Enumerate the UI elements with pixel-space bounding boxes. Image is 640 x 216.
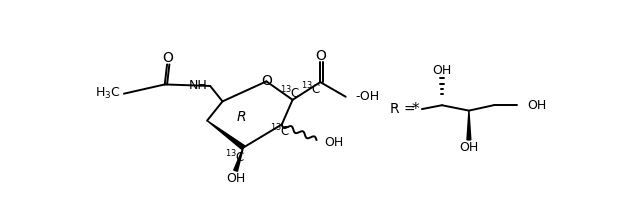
Text: OH: OH (433, 64, 452, 77)
Text: R: R (236, 110, 246, 124)
Polygon shape (207, 121, 244, 149)
Text: OH: OH (527, 99, 547, 112)
Text: *: * (412, 102, 420, 117)
Text: NH: NH (189, 79, 208, 92)
Text: $^{13}$C: $^{13}$C (270, 122, 291, 139)
Text: O: O (261, 74, 272, 88)
Text: H$_3$C: H$_3$C (95, 86, 121, 101)
Text: $^{13}$C: $^{13}$C (225, 149, 246, 165)
Text: OH: OH (226, 172, 245, 185)
Text: $^{13}$C: $^{13}$C (301, 81, 321, 97)
Text: -OH: -OH (355, 90, 379, 103)
Polygon shape (467, 111, 471, 140)
Text: OH: OH (460, 141, 479, 154)
Text: R =: R = (390, 102, 415, 116)
Text: OH: OH (324, 136, 344, 149)
Text: O: O (316, 49, 326, 63)
Text: $^{13}$C: $^{13}$C (280, 85, 301, 101)
Polygon shape (234, 148, 243, 171)
Text: O: O (163, 51, 173, 65)
